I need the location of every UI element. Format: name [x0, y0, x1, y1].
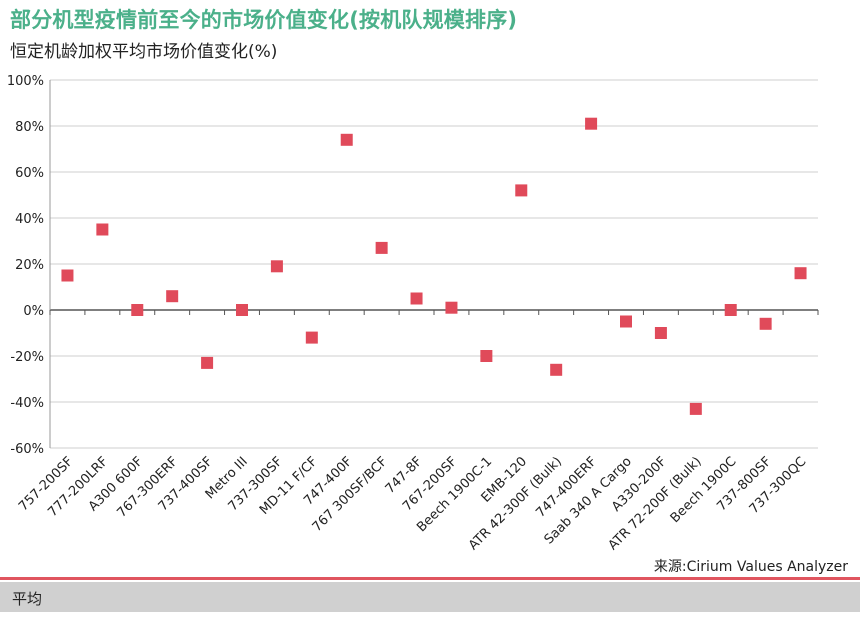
y-tick-label: 80%: [15, 120, 44, 135]
y-tick-label: -60%: [10, 442, 44, 457]
chart-subtitle: 恒定机龄加权平均市场价值变化(%): [10, 42, 278, 62]
grid-layer: [49, 79, 819, 449]
data-point: [375, 241, 388, 254]
source-note: 来源:Cirium Values Analyzer: [653, 559, 848, 575]
data-point: [445, 301, 458, 314]
data-point: [201, 356, 214, 369]
data-point: [654, 327, 667, 339]
footer-accent-line: [0, 577, 860, 580]
data-point: [550, 363, 563, 376]
y-tick-label: 20%: [15, 258, 44, 273]
y-tick-label: 0%: [23, 304, 44, 319]
y-tick-label: 40%: [15, 212, 44, 227]
data-point: [236, 304, 248, 316]
data-point: [410, 292, 423, 305]
data-point: [480, 350, 493, 362]
footer-bar-label: 平均: [12, 590, 43, 608]
data-point: [794, 267, 807, 280]
y-tick-label: -20%: [10, 350, 44, 365]
data-point: [61, 269, 74, 282]
y-tick-label: 60%: [15, 166, 44, 181]
data-point: [166, 290, 179, 303]
data-point: [305, 331, 318, 344]
points-layer: [61, 117, 807, 415]
scatter-chart: 100%80%60%40%20%0%-20%-40%-60%757-200SF7…: [7, 74, 819, 553]
data-point: [515, 184, 528, 197]
data-point: [270, 260, 283, 273]
footer-bar: 平均: [0, 582, 860, 612]
data-point: [724, 304, 737, 316]
data-point: [689, 402, 702, 415]
data-point: [585, 117, 598, 130]
data-point: [131, 304, 144, 316]
y-tick-label: 100%: [7, 74, 44, 89]
data-point: [620, 315, 632, 328]
y-tick-label: -40%: [10, 396, 44, 411]
chart-title: 部分机型疫情前至今的市场价值变化(按机队规模排序): [10, 8, 518, 32]
data-point: [759, 317, 772, 330]
data-point: [340, 133, 353, 146]
axis-layer: 100%80%60%40%20%0%-20%-40%-60%757-200SF7…: [7, 74, 810, 553]
data-point: [96, 223, 109, 236]
